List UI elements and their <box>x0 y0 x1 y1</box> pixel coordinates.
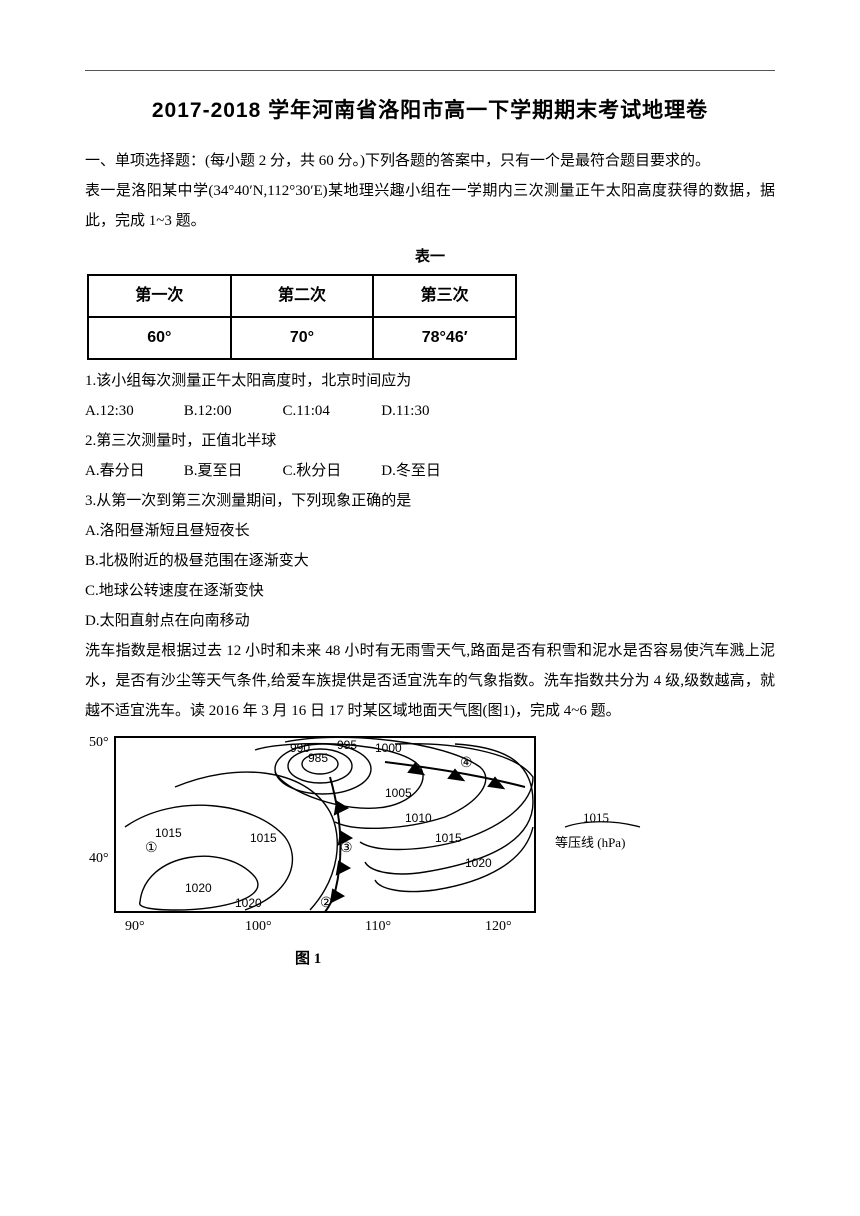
q2-opt-d: D.冬至日 <box>381 456 476 486</box>
iso-1015c: 1015 <box>250 831 277 845</box>
q1-opt-c: C.11:04 <box>283 396 378 426</box>
section-intro: 一、单项选择题：(每小题 2 分，共 60 分。)下列各题的答案中，只有一个是最… <box>85 146 775 176</box>
q2-opt-c: C.秋分日 <box>283 456 378 486</box>
iso-1015a: 1015 <box>435 831 462 845</box>
exam-page: 2017-2018 学年河南省洛阳市高一下学期期末考试地理卷 一、单项选择题：(… <box>0 0 860 1216</box>
iso-1005: 1005 <box>385 786 412 800</box>
q3-opt-c: C.地球公转速度在逐渐变快 <box>85 576 775 606</box>
q1-opt-d: D.11:30 <box>381 396 476 426</box>
table-cell-3: 78°46′ <box>373 317 516 359</box>
ytick-50: 50° <box>89 735 109 750</box>
q3-opt-b: B.北极附近的极昼范围在逐渐变大 <box>85 546 775 576</box>
iso-1000: 1000 <box>375 741 402 755</box>
iso-985: 985 <box>308 751 328 765</box>
q2-opt-a: A.春分日 <box>85 456 180 486</box>
passage-1: 表一是洛阳某中学(34°40′N,112°30′E)某地理兴趣小组在一学期内三次… <box>85 176 775 236</box>
figure-1: 50° 40° 90° 100° 110° 120° <box>85 732 775 974</box>
iso-1015b: 1015 <box>155 826 182 840</box>
q2-opt-b: B.夏至日 <box>184 456 279 486</box>
q3-opt-d: D.太阳直射点在向南移动 <box>85 606 775 636</box>
iso-995: 995 <box>337 738 357 752</box>
marker-3: ③ <box>340 841 353 856</box>
iso-1020c: 1020 <box>235 896 262 910</box>
xtick-90: 90° <box>125 919 145 934</box>
table-header-1: 第一次 <box>88 275 231 317</box>
marker-1: ① <box>145 841 158 856</box>
q1-options: A.12:30 B.12:00 C.11:04 D.11:30 <box>85 396 775 426</box>
table-header-2: 第二次 <box>231 275 374 317</box>
q3-opt-a: A.洛阳昼渐短且昼短夜长 <box>85 516 775 546</box>
marker-4: ④ <box>460 756 473 771</box>
table1: 第一次 第二次 第三次 60° 70° 78°46′ <box>87 274 517 360</box>
table1-caption: 表一 <box>85 242 775 272</box>
table-cell-2: 70° <box>231 317 374 359</box>
q2-stem: 2.第三次测量时，正值北半球 <box>85 426 775 456</box>
table-cell-1: 60° <box>88 317 231 359</box>
q2-options: A.春分日 B.夏至日 C.秋分日 D.冬至日 <box>85 456 775 486</box>
table-row: 第一次 第二次 第三次 <box>88 275 516 317</box>
legend-label: 等压线 (hPa) <box>555 835 625 850</box>
q3-stem: 3.从第一次到第三次测量期间，下列现象正确的是 <box>85 486 775 516</box>
xtick-100: 100° <box>245 919 272 934</box>
q1-opt-a: A.12:30 <box>85 396 180 426</box>
xtick-120: 120° <box>485 919 512 934</box>
iso-990: 990 <box>290 741 310 755</box>
marker-2: ② <box>320 896 333 911</box>
table-header-3: 第三次 <box>373 275 516 317</box>
figure1-caption: 图 1 <box>295 944 775 974</box>
q1-opt-b: B.12:00 <box>184 396 279 426</box>
iso-1020a: 1020 <box>465 856 492 870</box>
iso-1020b: 1020 <box>185 881 212 895</box>
iso-1010: 1010 <box>405 811 432 825</box>
passage-2: 洗车指数是根据过去 12 小时和未来 48 小时有无雨雪天气,路面是否有积雪和泥… <box>85 636 775 726</box>
xtick-110: 110° <box>365 919 391 934</box>
legend-value: 1015 <box>583 810 609 825</box>
weather-map-svg: 50° 40° 90° 100° 110° 120° <box>85 732 725 942</box>
page-title: 2017-2018 学年河南省洛阳市高一下学期期末考试地理卷 <box>85 90 775 132</box>
ytick-40: 40° <box>89 851 109 866</box>
q1-stem: 1.该小组每次测量正午太阳高度时，北京时间应为 <box>85 366 775 396</box>
table-row: 60° 70° 78°46′ <box>88 317 516 359</box>
